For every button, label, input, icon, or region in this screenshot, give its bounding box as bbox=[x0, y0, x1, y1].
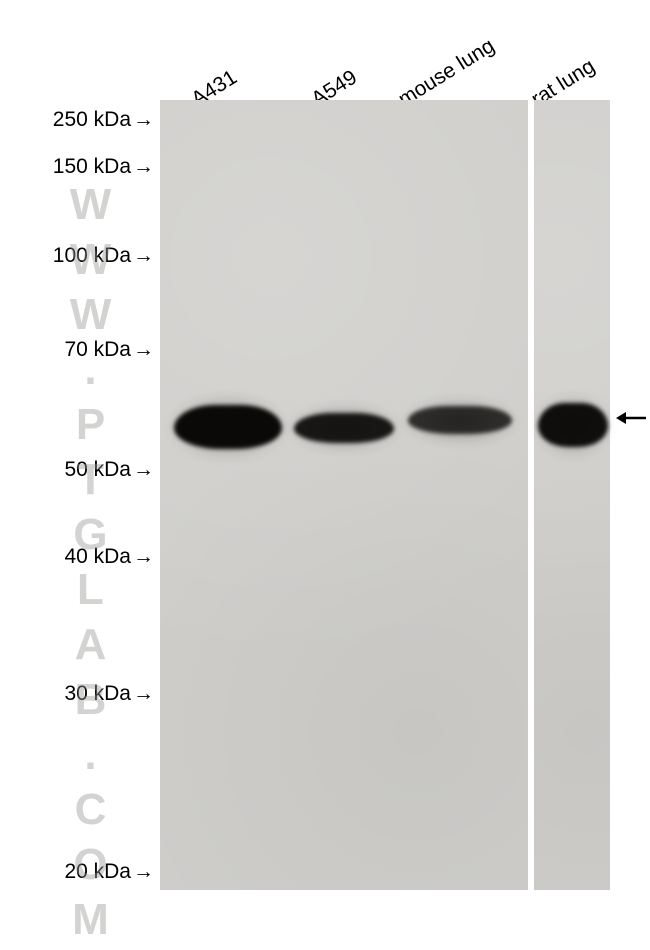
mw-marker: 30 kDa→ bbox=[64, 682, 154, 706]
mw-marker: 70 kDa→ bbox=[64, 338, 154, 362]
mw-marker-text: 40 kDa bbox=[64, 545, 131, 568]
arrow-right-icon: → bbox=[133, 155, 154, 179]
mw-marker-text: 250 kDa bbox=[53, 108, 131, 131]
arrow-right-icon: → bbox=[133, 458, 154, 482]
molecular-weight-ladder: 250 kDa→ 150 kDa→ 100 kDa→ 70 kDa→ 50 kD… bbox=[0, 0, 160, 903]
mw-marker-text: 150 kDa bbox=[53, 155, 131, 178]
mw-marker: 150 kDa→ bbox=[53, 155, 154, 179]
mw-marker: 40 kDa→ bbox=[64, 545, 154, 569]
arrow-right-icon: → bbox=[133, 338, 154, 362]
band-rat-lung bbox=[538, 403, 608, 447]
mw-marker: 20 kDa→ bbox=[64, 860, 154, 884]
arrow-right-icon: → bbox=[133, 682, 154, 706]
blot-figure: A431 A549 mouse lung rat lung 250 kDa→ 1… bbox=[0, 0, 650, 903]
mw-marker: 250 kDa→ bbox=[53, 108, 154, 132]
mw-marker-text: 70 kDa bbox=[64, 338, 131, 361]
arrow-right-icon: → bbox=[133, 545, 154, 569]
mw-marker-text: 30 kDa bbox=[64, 682, 131, 705]
mw-marker-text: 50 kDa bbox=[64, 458, 131, 481]
band-a549 bbox=[294, 413, 394, 443]
mw-marker: 50 kDa→ bbox=[64, 458, 154, 482]
band-mouse-lung bbox=[408, 406, 512, 434]
mw-marker-text: 100 kDa bbox=[53, 244, 131, 267]
membrane-strip bbox=[534, 100, 610, 890]
mw-marker: 100 kDa→ bbox=[53, 244, 154, 268]
arrow-right-icon: → bbox=[133, 244, 154, 268]
mw-marker-text: 20 kDa bbox=[64, 860, 131, 883]
arrow-right-icon: → bbox=[133, 860, 154, 884]
blot-area bbox=[160, 100, 610, 890]
target-band-arrow-icon bbox=[616, 407, 646, 429]
membrane-main bbox=[160, 100, 528, 890]
band-a431 bbox=[174, 405, 282, 449]
arrow-right-icon: → bbox=[133, 108, 154, 132]
